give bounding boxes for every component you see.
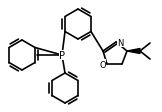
Text: N: N: [117, 38, 123, 47]
Text: O: O: [99, 60, 106, 69]
Polygon shape: [127, 49, 140, 54]
Text: P: P: [59, 51, 65, 60]
